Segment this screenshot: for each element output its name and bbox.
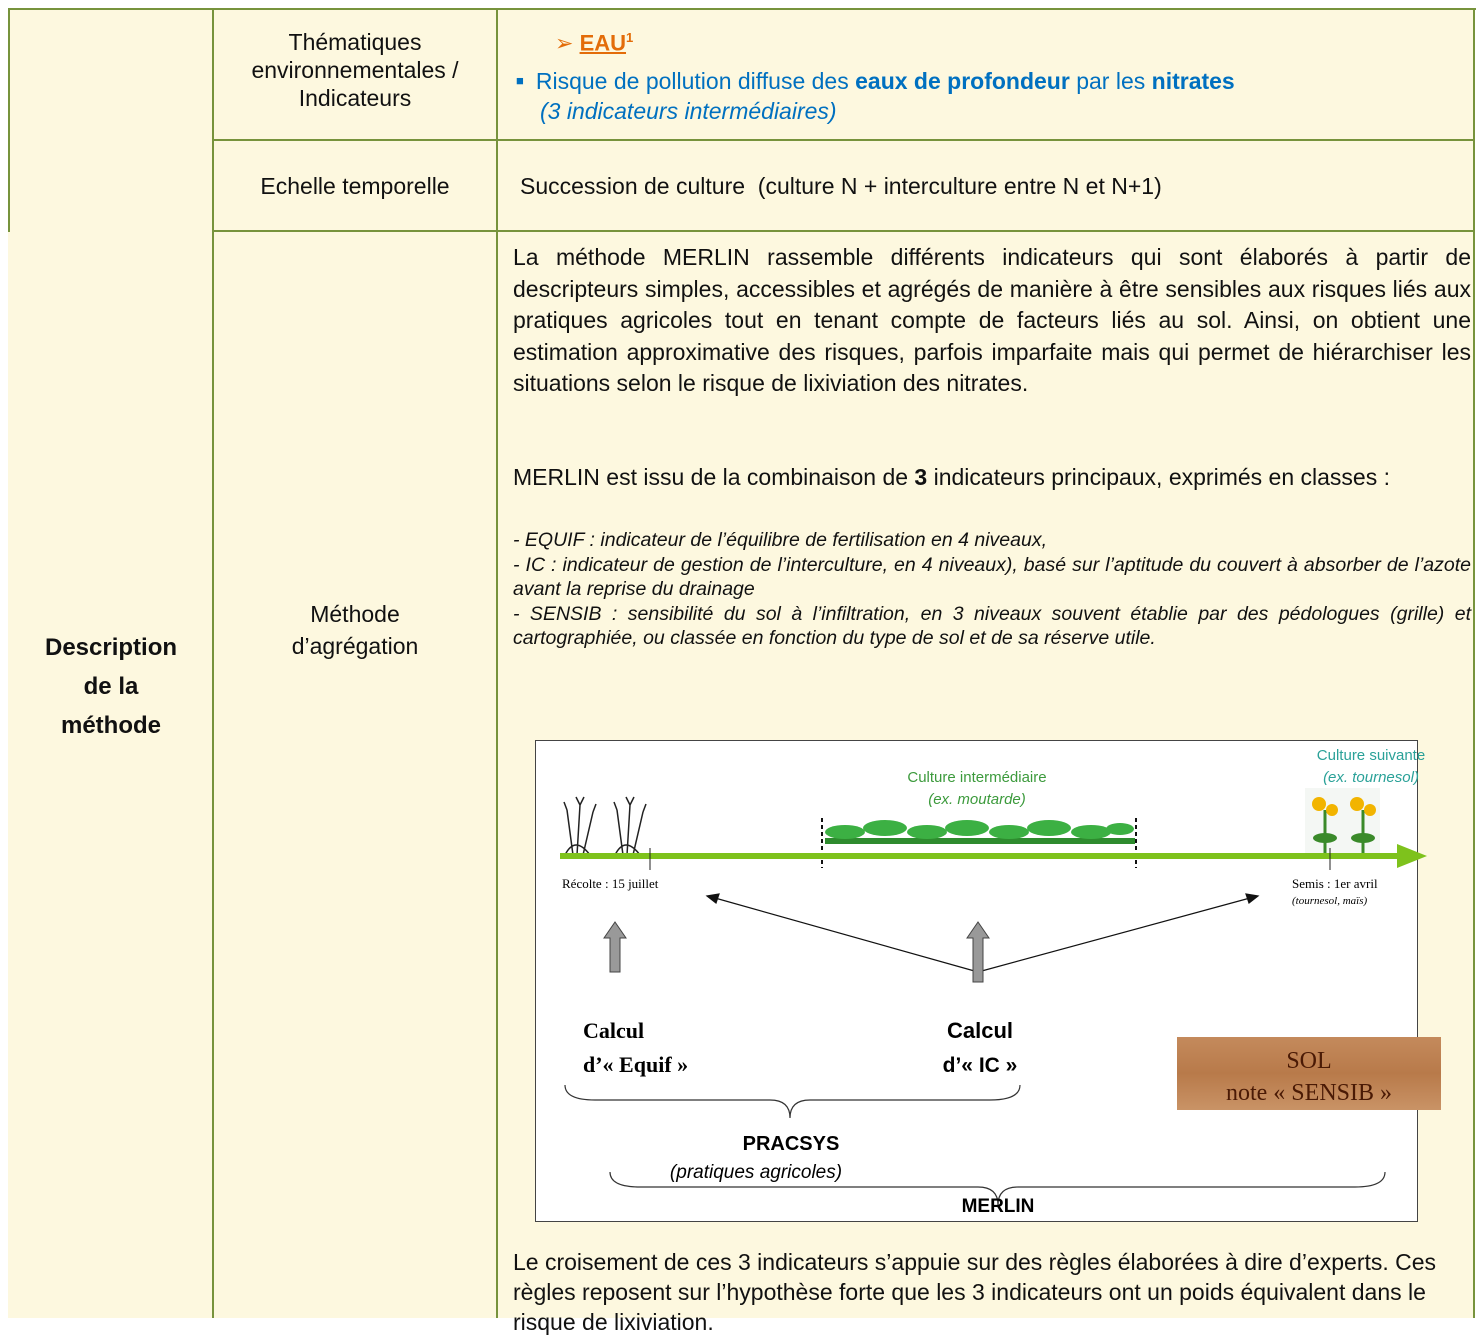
label: (tournesol, maïs): [1292, 895, 1368, 907]
text: eaux de profondeur: [855, 68, 1070, 94]
row-header-text: Description de la méthode: [44, 634, 178, 739]
label: SOL: [1286, 1048, 1331, 1074]
paragraph: Le croisement de ces 3 indicateurs s’app…: [513, 1249, 1437, 1335]
row-label-text: Méthode d’agrégation: [291, 601, 419, 659]
text: MERLIN est issu de la combinaison de: [513, 464, 915, 490]
label: MERLIN: [962, 1196, 1035, 1217]
label: d’« Equif »: [583, 1052, 688, 1077]
label: (ex. tournesol): [1323, 769, 1419, 786]
label: (pratiques agricoles): [670, 1162, 842, 1183]
label: Culture intermédiaire: [907, 769, 1046, 786]
list-item: - IC : indicateur de gestion de l’interc…: [513, 553, 1471, 601]
text: 3: [914, 464, 928, 490]
sunflower-icon: [1305, 788, 1380, 858]
label: note « SENSIB »: [1226, 1080, 1392, 1106]
bullet-note: (3 indicateurs intermédiaires): [540, 98, 837, 124]
paragraph: MERLIN est issu de la combinaison de 3 i…: [513, 462, 1471, 494]
text: indicateurs principaux, exprimés en clas…: [927, 464, 1390, 490]
bullet-icon: ■: [516, 73, 524, 88]
row-label-text: Thématiques environnementales / Indicate…: [251, 29, 459, 111]
row-label: Méthode d’agrégation: [213, 598, 497, 662]
border: [8, 8, 1476, 10]
arrow: [705, 893, 1260, 973]
text: par les: [1069, 68, 1152, 94]
list-item: - EQUIF : indicateur de l’équilibre de f…: [513, 529, 1048, 551]
label: d’« IC »: [943, 1054, 1018, 1077]
arrow-icon: ➢: [555, 30, 574, 56]
paragraph: La méthode MERLIN rassemble différents i…: [513, 244, 1471, 396]
border: [8, 8, 10, 232]
border: [496, 8, 498, 1318]
label: PRACSYS: [743, 1133, 840, 1155]
soil-box: [1177, 1037, 1441, 1110]
label: (ex. moutarde): [928, 791, 1026, 808]
cell-text: Succession de culture (culture N + inter…: [520, 173, 1162, 199]
list: - EQUIF : indicateur de l’équilibre de f…: [513, 528, 1471, 651]
bullet: ■ Risque de pollution diffuse des eaux de…: [516, 66, 1466, 126]
period-marker: [821, 818, 1137, 868]
row-label: Thématiques environnementales / Indicate…: [213, 28, 497, 112]
text: Risque de pollution diffuse des: [535, 68, 856, 94]
up-arrow: [603, 921, 990, 983]
brace: [564, 1084, 1386, 1206]
text: nitrates: [1151, 68, 1235, 94]
border: [1473, 8, 1475, 1318]
label: Culture suivante: [1317, 747, 1425, 764]
label: Semis : 1er avril: [1292, 876, 1378, 891]
label: Calcul: [583, 1018, 644, 1043]
border: [212, 139, 1475, 141]
label: Calcul: [947, 1018, 1013, 1043]
mustard-icon: [825, 820, 1135, 844]
row-header: Description de la méthode: [10, 628, 212, 745]
theme-text: EAU: [579, 30, 627, 56]
footnote: 1: [626, 30, 634, 45]
list-item: - SENSIB : sensibilité du sol à l’infilt…: [513, 602, 1471, 650]
timeline: [560, 844, 1427, 870]
theme: ➢ EAU1: [555, 30, 633, 56]
wheat-icon: [563, 796, 647, 856]
border: [212, 230, 1475, 232]
border: [212, 8, 214, 1318]
label: Récolte : 15 juillet: [562, 876, 659, 891]
row-label: Echelle temporelle: [260, 173, 450, 199]
diagram: Culture suivante (ex. tournesol) Culture…: [535, 740, 1441, 1222]
